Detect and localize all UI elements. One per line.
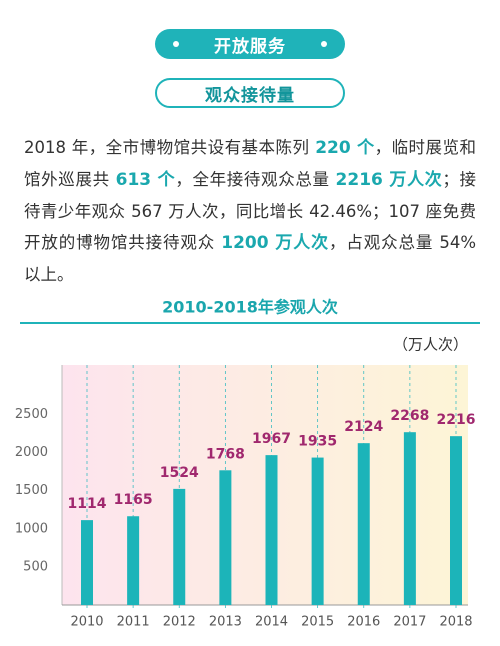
- x-tick-label: 2016: [347, 615, 380, 630]
- highlight-text: 613 个: [115, 170, 176, 190]
- value-label: 2124: [344, 419, 383, 435]
- y-tick-label: 1500: [15, 483, 48, 498]
- subsection-title: 观众接待量: [205, 85, 295, 106]
- section-title: 开放服务: [214, 36, 286, 57]
- bar: [311, 457, 324, 605]
- y-tick-label: 2500: [15, 407, 48, 422]
- x-tick-label: 2018: [439, 615, 472, 630]
- section-pill: 开放服务: [155, 29, 345, 59]
- highlight-text: 2216 万人次: [335, 170, 443, 190]
- chart-title: 2010-2018年参观人次: [162, 298, 338, 317]
- paragraph-text: ，全年接待观众总量: [175, 170, 336, 189]
- value-label: 1768: [206, 446, 245, 462]
- y-tick-label: 2000: [15, 445, 48, 460]
- x-tick-label: 2015: [301, 615, 334, 630]
- paragraph-text: ；接待青少年观众 567 万人次，同比增长 42.46%；107 座免费开放的博…: [24, 170, 477, 252]
- value-label: 1114: [68, 496, 107, 512]
- subsection-pill: 观众接待量: [155, 78, 345, 108]
- dot: [173, 41, 179, 47]
- bar: [357, 443, 370, 605]
- bar: [265, 455, 278, 605]
- bar: [219, 470, 232, 605]
- value-label: 2216: [437, 412, 476, 428]
- x-tick-label: 2012: [163, 615, 196, 630]
- bar: [81, 520, 93, 605]
- highlight-text: 220 个: [315, 138, 375, 158]
- x-tick-label: 2014: [255, 615, 288, 630]
- paragraph: 2018 年，全市博物馆共设有基本陈列 220 个，临时展览和馆外巡展共 613…: [24, 132, 476, 290]
- bar: [403, 432, 416, 605]
- bar: [450, 436, 462, 605]
- value-label: 1935: [298, 434, 337, 450]
- bar: [127, 516, 140, 605]
- paragraph-text: ，临时展览和馆外巡展共: [24, 138, 477, 189]
- unit-label: （万人次）: [393, 336, 468, 354]
- bar: [173, 488, 186, 605]
- x-tick-label: 2013: [209, 615, 242, 630]
- value-label: 1524: [160, 465, 199, 481]
- value-label: 1165: [114, 492, 153, 508]
- x-tick-label: 2011: [117, 615, 150, 630]
- x-tick-label: 2010: [70, 615, 103, 630]
- paragraph-text: ，占观众总量 54% 以上。: [24, 233, 477, 284]
- value-label: 1967: [252, 431, 291, 447]
- highlight-text: 1200 万人次: [221, 233, 329, 253]
- value-label: 2268: [390, 408, 429, 424]
- y-tick-label: 1000: [15, 521, 48, 536]
- paragraph-text: 2018 年，全市博物馆共设有基本陈列: [24, 138, 316, 157]
- y-tick-label: 500: [23, 559, 48, 574]
- dot: [321, 41, 327, 47]
- x-tick-label: 2017: [393, 615, 426, 630]
